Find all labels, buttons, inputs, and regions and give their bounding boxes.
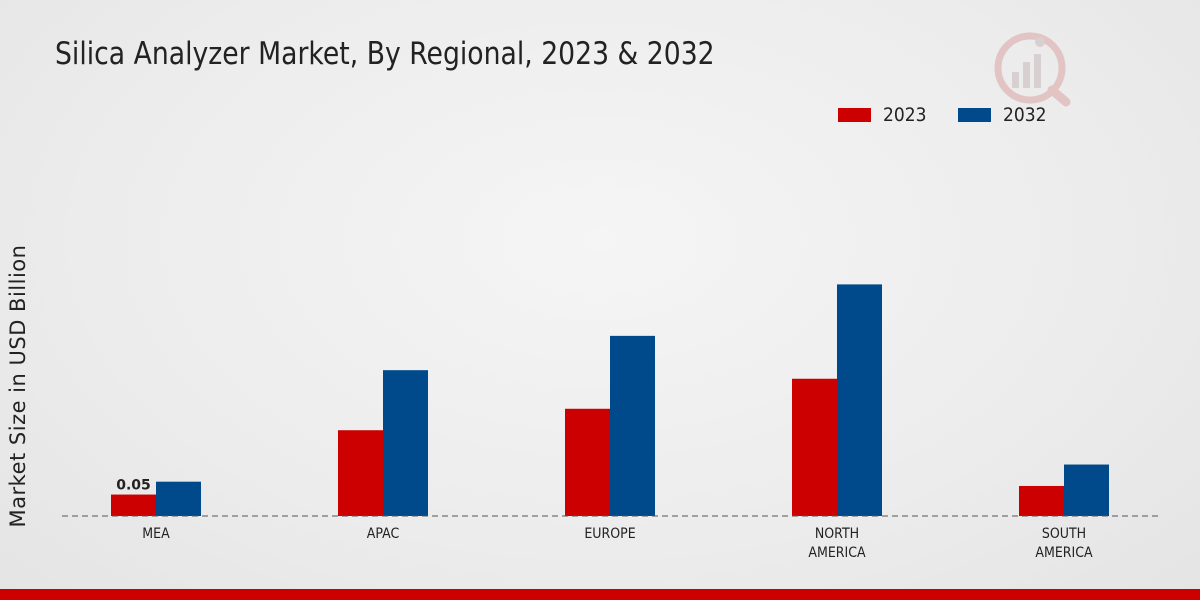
x-tick-label-apac: APAC (367, 526, 400, 542)
bar-2032-europe (610, 335, 655, 516)
legend-label-2023: 2023 (883, 104, 927, 126)
x-tick-label-europe: EUROPE (584, 526, 635, 542)
data-label-2023-mea: 0.05 (116, 478, 151, 494)
x-tick-label-south-america: SOUTH AMERICA (1035, 526, 1092, 561)
legend-item-2032: 2032 (958, 104, 1051, 126)
x-tick-label-north-america: NORTH AMERICA (808, 526, 865, 561)
bar-2023-europe (565, 408, 610, 516)
market-research-logo-icon (990, 28, 1080, 113)
bar-2023-apac (338, 430, 383, 516)
bar-2032-apac (383, 370, 428, 516)
legend-label-2032: 2032 (1003, 104, 1047, 126)
legend-item-2023: 2023 (838, 104, 931, 126)
legend-swatch-2032 (958, 108, 991, 122)
bar-2023-north-america (792, 378, 837, 516)
bar-2032-north-america (837, 284, 882, 516)
bar-2023-south-america (1019, 485, 1064, 516)
bar-2032-south-america (1064, 464, 1109, 516)
bar-2032-mea (156, 481, 201, 516)
x-tick-label-mea: MEA (142, 526, 169, 542)
legend-swatch-2023 (838, 108, 871, 122)
chart-title: Silica Analyzer Market, By Regional, 202… (55, 36, 715, 72)
bottom-accent-bar (0, 589, 1200, 600)
bar-2023-mea (111, 494, 156, 516)
